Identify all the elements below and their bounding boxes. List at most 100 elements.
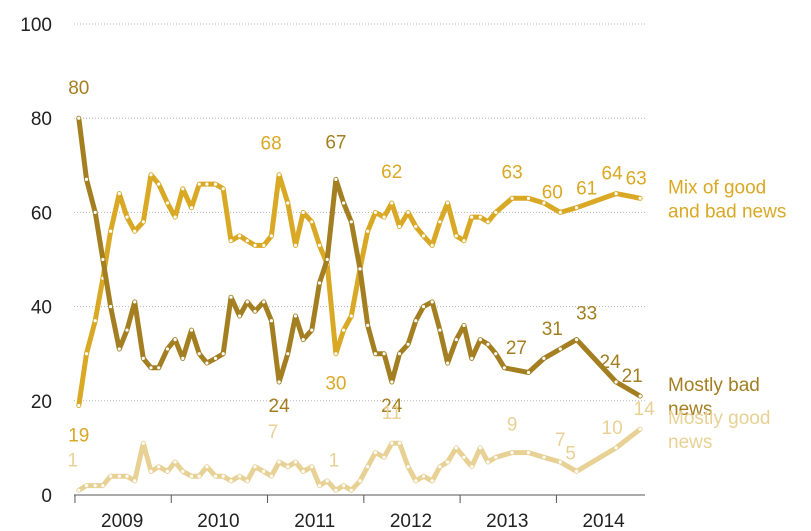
data-label-mostly-bad-news-3: 24	[381, 396, 403, 417]
point-mostly-bad-news-40	[397, 352, 402, 356]
point-mostly-bad-news-57	[575, 338, 579, 342]
point-mostly-bad-news-59	[638, 394, 642, 398]
data-label-mix-of-good-and-bad-news-1: 68	[261, 134, 282, 155]
y-tick-label-80: 80	[31, 109, 52, 130]
series-label-mostly-bad-news-line-0: Mostly bad	[668, 375, 760, 396]
point-mostly-bad-news-44	[430, 300, 434, 304]
series-label-mostly-good-news-line-0: Mostly good	[668, 408, 770, 429]
series-label-mostly-bad-news-line-1: news	[668, 399, 712, 420]
point-mostly-bad-news-17	[213, 356, 218, 360]
point-mix-of-good-and-bad-news-30	[317, 243, 322, 247]
point-mostly-good-news-53	[510, 451, 514, 455]
point-mostly-good-news-15	[197, 474, 201, 478]
point-mix-of-good-and-bad-news-20	[238, 234, 242, 238]
point-mix-of-good-and-bad-news-10	[157, 182, 161, 186]
y-tick-label-60: 60	[31, 203, 52, 224]
point-mostly-good-news-48	[462, 455, 466, 459]
point-mostly-good-news-22	[253, 465, 257, 469]
y-tick-label-0: 0	[41, 486, 52, 507]
point-mostly-good-news-17	[213, 474, 218, 478]
point-mostly-good-news-16	[205, 465, 209, 469]
data-label-mostly-good-news-8: 14	[634, 399, 656, 420]
point-mostly-bad-news-10	[157, 366, 161, 370]
point-mix-of-good-and-bad-news-51	[486, 220, 490, 224]
data-label-mix-of-good-and-bad-news-5: 60	[542, 182, 563, 203]
point-mix-of-good-and-bad-news-59	[638, 196, 642, 200]
point-mix-of-good-and-bad-news-28	[301, 210, 305, 214]
point-mostly-bad-news-27	[293, 314, 298, 318]
point-mostly-good-news-46	[446, 460, 450, 464]
point-mix-of-good-and-bad-news-41	[406, 210, 410, 214]
point-mostly-bad-news-56	[558, 347, 562, 351]
point-mostly-bad-news-30	[317, 281, 322, 285]
point-mostly-good-news-37	[373, 451, 377, 455]
point-mix-of-good-and-bad-news-29	[310, 220, 314, 224]
point-mostly-good-news-42	[414, 479, 418, 483]
point-mix-of-good-and-bad-news-1	[84, 352, 89, 356]
point-mostly-bad-news-51	[486, 342, 490, 346]
point-mix-of-good-and-bad-news-54	[526, 196, 531, 200]
point-mix-of-good-and-bad-news-2	[93, 319, 97, 323]
point-mostly-bad-news-11	[165, 347, 169, 351]
point-mostly-bad-news-14	[189, 328, 194, 332]
point-mix-of-good-and-bad-news-24	[269, 234, 273, 238]
point-mostly-bad-news-58	[614, 380, 618, 384]
point-mostly-bad-news-47	[454, 338, 458, 342]
point-mostly-good-news-56	[558, 460, 562, 464]
x-tick-label-2009: 2009	[101, 511, 143, 531]
point-mostly-good-news-21	[245, 479, 249, 483]
point-mostly-good-news-26	[286, 465, 290, 469]
point-mix-of-good-and-bad-news-12	[173, 215, 177, 219]
point-mostly-bad-news-31	[325, 257, 329, 262]
point-mix-of-good-and-bad-news-43	[421, 234, 426, 238]
point-mix-of-good-and-bad-news-32	[334, 352, 338, 356]
point-mostly-bad-news-13	[181, 356, 185, 360]
point-mostly-good-news-0	[77, 488, 81, 492]
point-mix-of-good-and-bad-news-17	[213, 182, 218, 186]
point-mix-of-good-and-bad-news-44	[430, 243, 434, 247]
point-mostly-bad-news-2	[93, 210, 97, 214]
point-mostly-good-news-10	[157, 465, 161, 469]
point-mix-of-good-and-bad-news-49	[470, 215, 474, 219]
point-mostly-good-news-59	[638, 427, 642, 431]
point-mostly-bad-news-54	[526, 370, 531, 375]
point-mostly-bad-news-5	[117, 347, 121, 351]
point-mix-of-good-and-bad-news-18	[221, 187, 225, 191]
point-mix-of-good-and-bad-news-47	[454, 234, 458, 238]
point-mostly-good-news-30	[317, 484, 322, 488]
point-mix-of-good-and-bad-news-23	[262, 243, 266, 247]
point-mostly-good-news-49	[470, 465, 474, 469]
point-mostly-good-news-54	[526, 451, 531, 455]
point-mostly-good-news-55	[542, 455, 546, 459]
point-mostly-bad-news-7	[133, 300, 137, 304]
series-line-mix-of-good-and-bad-news	[76, 172, 643, 408]
point-mostly-good-news-7	[133, 479, 137, 483]
point-mostly-bad-news-52	[494, 352, 498, 356]
point-mostly-bad-news-32	[334, 177, 338, 181]
y-tick-label-40: 40	[31, 298, 52, 319]
y-tick-label-20: 20	[31, 392, 52, 413]
point-mostly-bad-news-35	[358, 267, 362, 271]
point-mostly-bad-news-34	[349, 220, 353, 224]
point-mostly-good-news-52	[494, 455, 498, 459]
point-mix-of-good-and-bad-news-7	[133, 229, 137, 233]
point-mostly-good-news-19	[229, 479, 233, 483]
point-mostly-good-news-23	[262, 469, 266, 473]
data-label-mix-of-good-and-bad-news-4: 63	[502, 162, 523, 183]
data-label-mostly-bad-news-2: 67	[325, 132, 346, 153]
point-mostly-good-news-35	[358, 479, 362, 483]
point-mix-of-good-and-bad-news-22	[253, 243, 257, 247]
point-mix-of-good-and-bad-news-15	[197, 182, 201, 186]
point-mix-of-good-and-bad-news-46	[446, 201, 450, 205]
point-mostly-good-news-27	[293, 460, 298, 464]
x-tick-label-2012: 2012	[390, 511, 432, 531]
data-label-mix-of-good-and-bad-news-7: 64	[602, 164, 624, 185]
point-mostly-good-news-43	[421, 474, 426, 478]
point-mix-of-good-and-bad-news-53	[510, 196, 514, 200]
x-tick-label-2011: 2011	[294, 511, 335, 531]
point-mix-of-good-and-bad-news-5	[117, 192, 121, 196]
point-mostly-good-news-31	[325, 479, 329, 483]
point-mostly-bad-news-46	[446, 361, 450, 365]
point-mostly-bad-news-42	[414, 319, 418, 323]
